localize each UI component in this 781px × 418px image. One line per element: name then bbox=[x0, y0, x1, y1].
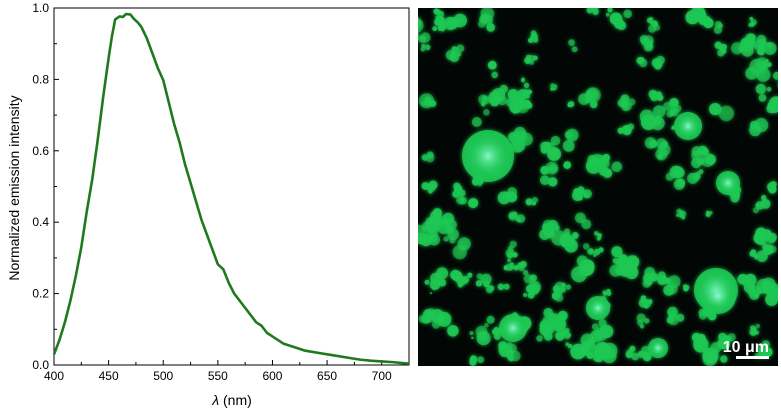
y-tick-label: 0.2 bbox=[32, 287, 49, 301]
y-tick-label: 0.4 bbox=[32, 215, 49, 229]
y-tick-label: 0.8 bbox=[32, 72, 49, 86]
y-tick-label: 1.0 bbox=[32, 1, 49, 15]
fluorescence-micrograph: 10 μm bbox=[418, 8, 778, 366]
x-tick-label: 650 bbox=[317, 369, 337, 383]
x-tick-label: 400 bbox=[44, 369, 64, 383]
x-axis-label-symbol: λ bbox=[211, 392, 219, 408]
y-tick-label: 0.0 bbox=[32, 358, 49, 372]
y-tick-label: 0.6 bbox=[32, 144, 49, 158]
chart-ticks: 400 450 500 550 600 650 700 0.0 0.2 0.4 0.6 0.8 1.0 bbox=[32, 1, 392, 383]
x-tick-label: 550 bbox=[208, 369, 228, 383]
x-axis-label-unit: (nm) bbox=[219, 392, 252, 408]
x-tick-label: 700 bbox=[372, 369, 392, 383]
x-tick-label: 450 bbox=[99, 369, 119, 383]
x-tick-label: 600 bbox=[262, 369, 282, 383]
chart-series bbox=[52, 12, 410, 365]
y-axis-label: Normalized emission intensity bbox=[6, 95, 22, 280]
micrograph-particles bbox=[418, 8, 778, 366]
x-tick-label: 500 bbox=[153, 369, 173, 383]
scale-bar bbox=[736, 356, 769, 359]
emission-spectrum-chart: 400 450 500 550 600 650 7000.00.20.40.60.81.0 … bbox=[6, 1, 410, 408]
emission-series-line bbox=[52, 12, 410, 365]
x-axis-label: λ (nm) bbox=[211, 392, 252, 408]
scale-bar-label: 10 μm bbox=[722, 339, 769, 356]
